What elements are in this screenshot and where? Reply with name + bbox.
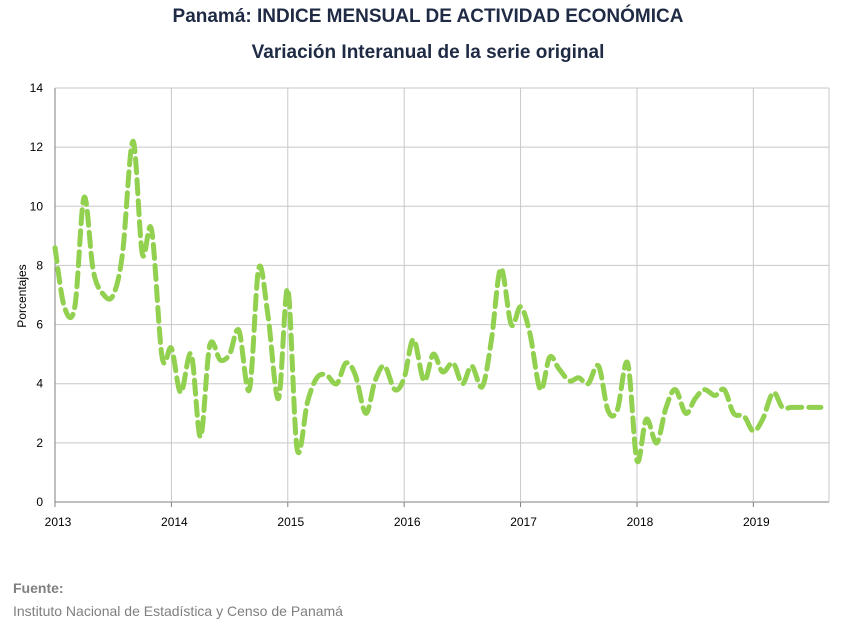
series-group [52,138,824,465]
x-tick-label: 2017 [510,515,537,529]
x-tick-label: 2018 [627,515,654,529]
y-tick-label: 6 [36,318,43,332]
x-tick-label: 2019 [743,515,770,529]
y-tick-label: 14 [30,81,44,95]
chart-subtitle: Variación Interanual de la serie origina… [251,42,605,63]
y-tick-label: 0 [36,495,43,509]
y-tick-label: 8 [36,258,43,272]
y-axis-ticks: 0 2 4 6 8 10 12 14 [30,81,44,509]
series-line [52,138,824,465]
line-chart: 0 2 4 6 8 10 12 14 2013 2014 2015 2016 2017 2018 2019… [15,81,830,529]
y-tick-label: 10 [30,199,44,213]
gridlines [54,87,830,507]
x-tick-label: 2016 [394,515,421,529]
y-tick-label: 12 [30,140,44,154]
x-tick-label: 2015 [277,515,304,529]
y-tick-label: 2 [36,436,43,450]
x-tick-label: 2013 [45,515,72,529]
y-tick-label: 4 [36,377,43,391]
source-label: Fuente: [13,580,64,596]
x-tick-label: 2014 [161,515,188,529]
x-axis-ticks: 2013 2014 2015 2016 2017 2018 2019 [45,515,770,529]
chart-title: Panamá: INDICE MENSUAL DE ACTIVIDAD ECON… [172,6,684,27]
source-text: Instituto Nacional de Estadística y Cens… [13,603,343,619]
y-axis-label: Porcentajes [15,264,29,327]
